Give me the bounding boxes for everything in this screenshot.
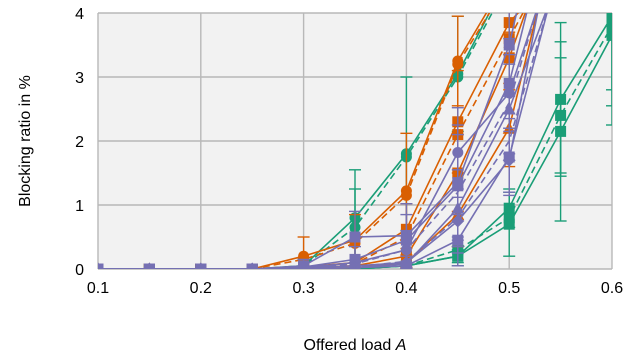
data-point <box>452 234 464 246</box>
y-tick-label: 0 <box>75 262 84 279</box>
series-line <box>98 13 491 269</box>
data-point <box>349 231 361 243</box>
series-line <box>98 13 539 269</box>
series-17 <box>98 13 537 269</box>
data-point <box>143 263 155 269</box>
x-tick-label: 0.2 <box>190 280 212 297</box>
data-point <box>452 147 464 159</box>
series-layer <box>98 13 612 269</box>
data-point <box>400 189 412 201</box>
data-point <box>98 263 104 269</box>
x-tick-label: 0.1 <box>87 280 109 297</box>
x-axis-title-var: A <box>395 337 407 354</box>
data-point <box>298 263 310 269</box>
series-line <box>98 13 528 269</box>
data-point <box>451 201 465 214</box>
series-line <box>98 13 537 269</box>
data-point <box>349 262 361 269</box>
x-tick-label: 0.5 <box>498 280 520 297</box>
series-line <box>98 15 612 269</box>
data-point <box>400 260 412 269</box>
data-point <box>246 263 258 269</box>
y-tick-label: 2 <box>75 134 84 151</box>
series-line <box>98 13 548 269</box>
x-tick-label: 0.3 <box>292 280 314 297</box>
y-axis-title: Blocking ratio in % <box>17 75 34 207</box>
series-18 <box>98 13 548 269</box>
y-tick-label: 1 <box>75 198 84 215</box>
y-tick-label: 3 <box>75 70 84 87</box>
data-point <box>606 29 612 41</box>
data-point <box>503 218 515 230</box>
x-tick-label: 0.6 <box>601 280 623 297</box>
series-line <box>98 13 518 269</box>
data-point <box>606 20 612 32</box>
x-axis-title: Offered load A <box>304 337 407 354</box>
series-line <box>98 35 612 269</box>
x-tick-label: 0.4 <box>395 280 417 297</box>
tick-labels: 0.1 0.2 0.3 0.4 0.5 0.6 0 1 2 3 4 <box>75 6 623 297</box>
data-point <box>503 212 515 224</box>
x-axis-title-text: Offered load <box>304 337 392 354</box>
data-point <box>503 151 515 163</box>
y-tick-label: 4 <box>75 6 84 23</box>
data-point <box>555 109 567 121</box>
data-point <box>195 263 207 269</box>
data-point <box>606 13 612 22</box>
data-point <box>502 102 516 115</box>
data-point <box>452 58 464 70</box>
